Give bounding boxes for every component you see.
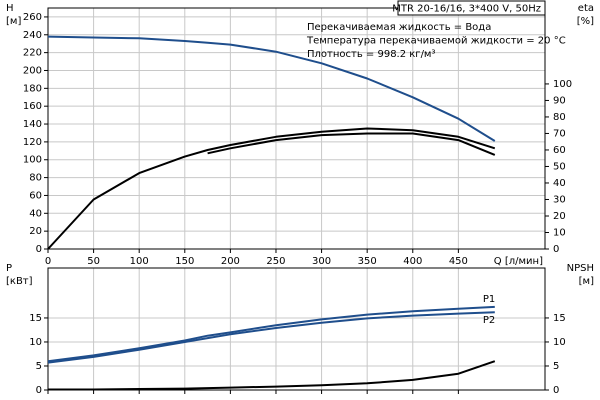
y-tick-label: 100 [23, 155, 42, 166]
series-line [47, 305, 495, 363]
y2-tick-label: 80 [553, 112, 566, 123]
y2-tick-label: 100 [553, 79, 572, 90]
y2-tick-label: 60 [553, 145, 566, 156]
x-tick-label: 200 [221, 256, 240, 267]
y-tick-label: 60 [29, 190, 42, 201]
y2-axis-unit: [м] [579, 276, 594, 287]
x-tick-label: 0 [45, 256, 51, 267]
y-tick-label: 140 [23, 119, 42, 130]
y-tick-label: 240 [23, 30, 42, 41]
y-tick-label: 80 [29, 173, 42, 184]
y-tick-label: 20 [29, 226, 42, 237]
series-line [207, 132, 496, 156]
x-axis-label: Q [л/мин] [494, 256, 543, 267]
y-axis-unit: [кВт] [6, 276, 33, 287]
annotation: Перекачиваемая жидкость = Вода [307, 22, 491, 33]
y2-tick-label: 30 [553, 194, 566, 205]
x-tick-label: 150 [175, 256, 194, 267]
y-axis-label: H [6, 3, 14, 14]
y2-axis-label: eta [578, 3, 594, 14]
y2-tick-label: 20 [553, 211, 566, 222]
y2-tick-label: 0 [553, 244, 559, 255]
x-tick-label: 250 [266, 256, 285, 267]
y-tick-label: 220 [23, 48, 42, 59]
series-label: P1 [483, 294, 495, 305]
annotation: Плотность = 998.2 кг/м³ [307, 49, 436, 60]
y2-tick-label: 15 [553, 313, 566, 324]
y-axis-label: P [6, 263, 12, 274]
y-tick-label: 160 [23, 101, 42, 112]
y-tick-label: 200 [23, 65, 42, 76]
series-line [47, 35, 496, 142]
y-tick-label: 0 [36, 385, 42, 396]
y2-tick-label: 70 [553, 128, 566, 139]
x-tick-label: 100 [130, 256, 149, 267]
x-tick-label: 300 [312, 256, 331, 267]
y2-tick-label: 50 [553, 161, 566, 172]
x-tick-label: 50 [87, 256, 100, 267]
plot-frame [47, 267, 546, 391]
y-tick-label: 180 [23, 83, 42, 94]
y-tick-label: 10 [29, 337, 42, 348]
y-tick-label: 260 [23, 12, 42, 23]
series-line [48, 360, 496, 391]
y2-tick-label: 10 [553, 227, 566, 238]
plot-frame [47, 7, 546, 250]
y-tick-label: 120 [23, 137, 42, 148]
series-label: P2 [483, 315, 495, 326]
y2-tick-label: 0 [553, 385, 559, 396]
y2-axis-label: NPSH [567, 263, 594, 274]
y-tick-label: 15 [29, 313, 42, 324]
x-tick-label: 400 [403, 256, 422, 267]
title-box [397, 0, 546, 16]
series-line [47, 127, 496, 250]
y2-tick-label: 90 [553, 95, 566, 106]
y-tick-label: 0 [36, 244, 42, 255]
x-tick-label: 450 [449, 256, 468, 267]
y-axis-unit: [м] [6, 16, 21, 27]
annotation: Температура перекачиваемой жидкости = 20… [306, 36, 566, 47]
y-tick-label: 5 [36, 361, 42, 372]
y-tick-label: 40 [29, 208, 42, 219]
y2-tick-label: 10 [553, 337, 566, 348]
y2-tick-label: 40 [553, 178, 566, 189]
y2-tick-label: 5 [553, 361, 559, 372]
y2-axis-unit: [%] [577, 16, 594, 27]
chart-title: MTR 20-16/16, 3*400 V, 50Hz [392, 4, 541, 15]
series-line [47, 311, 495, 364]
x-tick-label: 350 [358, 256, 377, 267]
